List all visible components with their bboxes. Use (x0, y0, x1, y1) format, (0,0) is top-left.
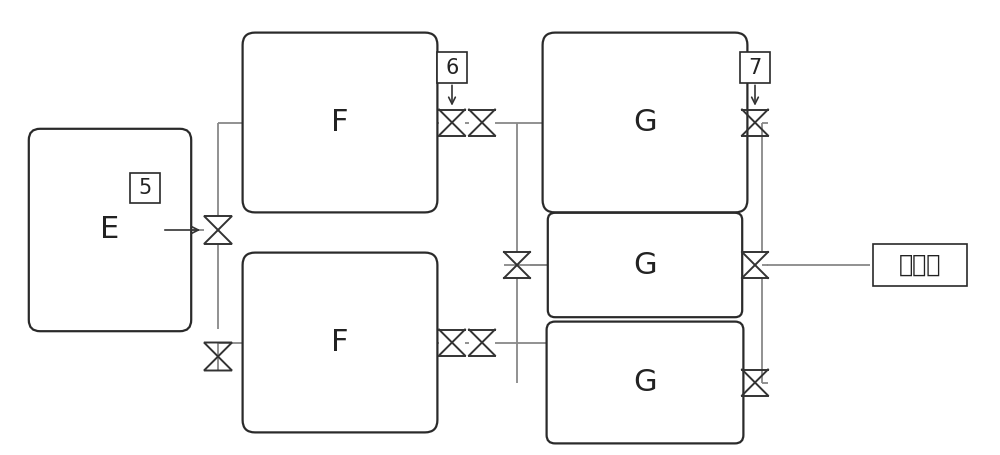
Text: 加药点: 加药点 (899, 253, 941, 277)
Bar (437, 52, 467, 82)
FancyBboxPatch shape (243, 253, 437, 432)
Text: E: E (100, 216, 120, 244)
Text: 7: 7 (748, 57, 762, 77)
Bar (130, 173, 160, 203)
Text: 5: 5 (138, 178, 152, 198)
Bar (740, 52, 770, 82)
Text: 6: 6 (445, 57, 459, 77)
FancyBboxPatch shape (29, 129, 191, 331)
Text: G: G (633, 368, 657, 397)
FancyBboxPatch shape (547, 322, 743, 444)
Text: F: F (331, 328, 349, 357)
Text: F: F (331, 108, 349, 137)
Text: G: G (633, 251, 657, 279)
FancyBboxPatch shape (243, 33, 437, 212)
FancyBboxPatch shape (548, 213, 742, 317)
Bar (872, 244, 967, 286)
FancyBboxPatch shape (543, 33, 747, 212)
Text: G: G (633, 108, 657, 137)
